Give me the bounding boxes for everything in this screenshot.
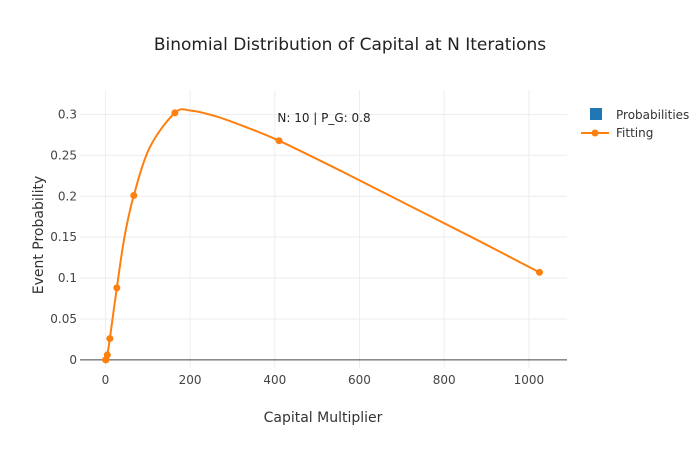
legend-item-fitting[interactable]: Fitting: [581, 126, 653, 140]
x-tick-label: 600: [348, 373, 371, 387]
fitting-data-point: [275, 137, 283, 145]
y-tick-label: 0.1: [58, 271, 77, 285]
y-axis-title: Event Probability: [31, 176, 47, 295]
y-tick-label: 0.2: [58, 189, 77, 203]
legend[interactable]: Probabilities Fitting: [581, 108, 689, 140]
legend-label-probabilities: Probabilities: [616, 108, 689, 122]
x-axis-title: Capital Multiplier: [264, 410, 383, 426]
y-tick-label: 0.3: [58, 108, 77, 122]
x-tick-label: 1000: [514, 373, 545, 387]
fitting-series-markers: [102, 109, 543, 364]
y-tick-label: 0.25: [50, 148, 77, 162]
x-tick-label: 800: [433, 373, 456, 387]
y-tick-label: 0.15: [50, 230, 77, 244]
fitting-data-point: [103, 351, 111, 359]
fitting-data-point: [106, 335, 114, 343]
x-tick-labels: 0 200 400 600 800 1000: [102, 373, 545, 387]
fitting-data-point: [113, 284, 121, 292]
x-tick-label: 400: [263, 373, 286, 387]
x-tick-label: 200: [179, 373, 202, 387]
chart-title: Binomial Distribution of Capital at N It…: [154, 35, 546, 55]
fitting-data-point: [171, 109, 179, 117]
y-tick-label: 0: [69, 353, 77, 367]
y-tick-label: 0.05: [50, 312, 77, 326]
chart-annotation: N: 10 | P_G: 0.8: [277, 111, 370, 125]
legend-swatch-probabilities: [590, 108, 602, 120]
legend-label-fitting: Fitting: [616, 126, 653, 140]
legend-item-probabilities[interactable]: Probabilities: [590, 108, 689, 122]
fitting-data-point: [535, 268, 543, 276]
grid: [80, 90, 567, 368]
x-tick-label: 0: [102, 373, 110, 387]
y-tick-labels: 0 0.05 0.1 0.15 0.2 0.25 0.3: [50, 108, 77, 367]
legend-marker-fitting: [591, 129, 599, 137]
fitting-data-point: [130, 191, 138, 199]
